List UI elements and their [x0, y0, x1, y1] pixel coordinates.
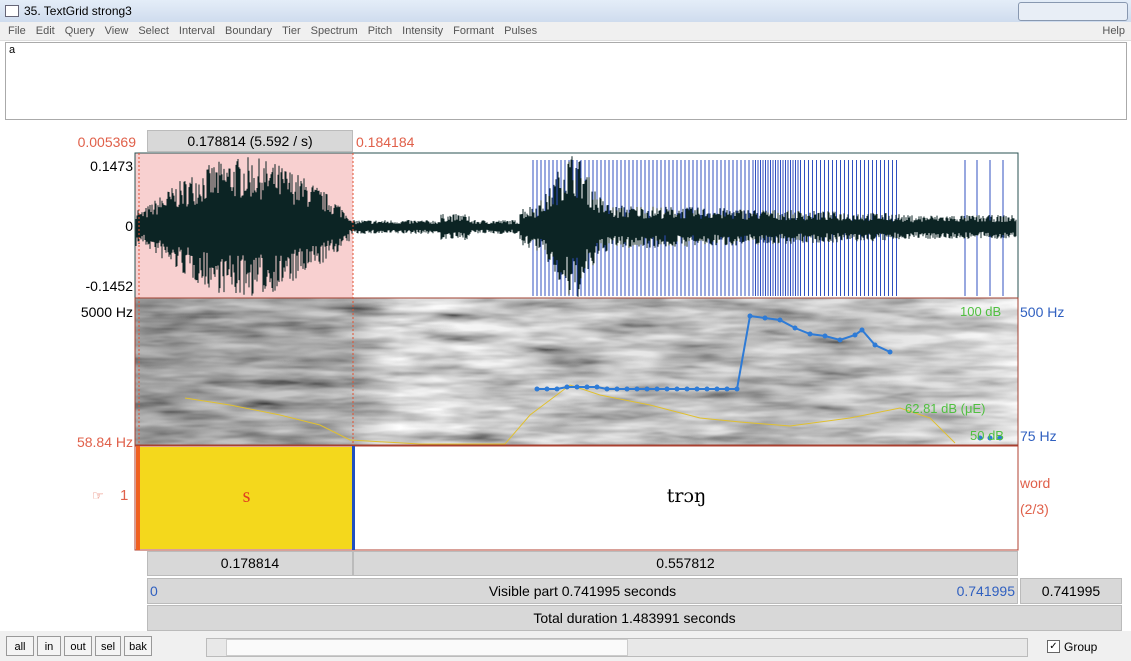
- pitch-max: 500 Hz: [1020, 304, 1064, 320]
- button[interactable]: all: [6, 636, 34, 656]
- tier-number: 1: [120, 487, 128, 504]
- pitch-point: [665, 387, 670, 392]
- tier-count: (2/3): [1020, 501, 1049, 517]
- pitch-point: [823, 334, 828, 339]
- pitch-point: [725, 387, 730, 392]
- window-box[interactable]: 0.741995: [1020, 578, 1122, 604]
- visible-part-box[interactable]: Visible part 0.741995 seconds: [147, 578, 1018, 604]
- pitch-point: [645, 387, 650, 392]
- pitch-point: [705, 387, 710, 392]
- tier-pointer-icon: ☞: [92, 488, 104, 504]
- interval-label: s: [140, 485, 353, 508]
- pitch-point: [888, 350, 893, 355]
- pitch-point: [675, 387, 680, 392]
- intensity-value: 62.81 dB (μE): [905, 401, 985, 416]
- pitch-point: [853, 333, 858, 338]
- group-label: Group: [1064, 640, 1097, 654]
- button[interactable]: bak: [124, 636, 152, 656]
- pitch-point: [535, 387, 540, 392]
- duration-box[interactable]: 0.178814: [147, 551, 353, 576]
- pitch-point: [793, 326, 798, 331]
- pitch-point: [565, 385, 570, 390]
- pitch-point: [808, 332, 813, 337]
- pitch-point: [763, 316, 768, 321]
- pitch-point: [595, 385, 600, 390]
- button[interactable]: out: [64, 636, 92, 656]
- button[interactable]: sel: [95, 636, 121, 656]
- pitch-point: [655, 387, 660, 392]
- spectrogram-shade: [135, 298, 1018, 445]
- tier-name: word: [1020, 475, 1050, 491]
- group-checkbox[interactable]: ✓: [1047, 640, 1060, 653]
- visible-start: 0: [150, 583, 158, 599]
- pitch-point: [735, 387, 740, 392]
- scroll-thumb[interactable]: [226, 639, 628, 656]
- pitch-point: [545, 387, 550, 392]
- pitch-point: [685, 387, 690, 392]
- pitch-point: [778, 318, 783, 323]
- pitch-point: [635, 387, 640, 392]
- pitch-point: [615, 387, 620, 392]
- intensity-min: 50 dB: [970, 428, 1004, 443]
- pitch-point: [555, 387, 560, 392]
- duration-box[interactable]: 0.557812: [353, 551, 1018, 576]
- pitch-point: [585, 385, 590, 390]
- visible-end: 0.741995: [957, 583, 1015, 599]
- interval-label: trɔŋ: [355, 485, 1018, 507]
- pitch-point: [748, 314, 753, 319]
- praat-window: 35. TextGrid strong3 FileEditQueryViewSe…: [0, 0, 1131, 661]
- pitch-point: [860, 328, 865, 333]
- pitch-point: [838, 338, 843, 343]
- pitch-point: [575, 385, 580, 390]
- pitch-point: [715, 387, 720, 392]
- pitch-point: [873, 343, 878, 348]
- button[interactable]: in: [37, 636, 61, 656]
- pitch-point: [695, 387, 700, 392]
- intensity-max: 100 dB: [960, 304, 1001, 319]
- pitch-point: [625, 387, 630, 392]
- pitch-point: [605, 387, 610, 392]
- pitch-min: 75 Hz: [1020, 428, 1057, 444]
- total-duration-box[interactable]: Total duration 1.483991 seconds: [147, 605, 1122, 631]
